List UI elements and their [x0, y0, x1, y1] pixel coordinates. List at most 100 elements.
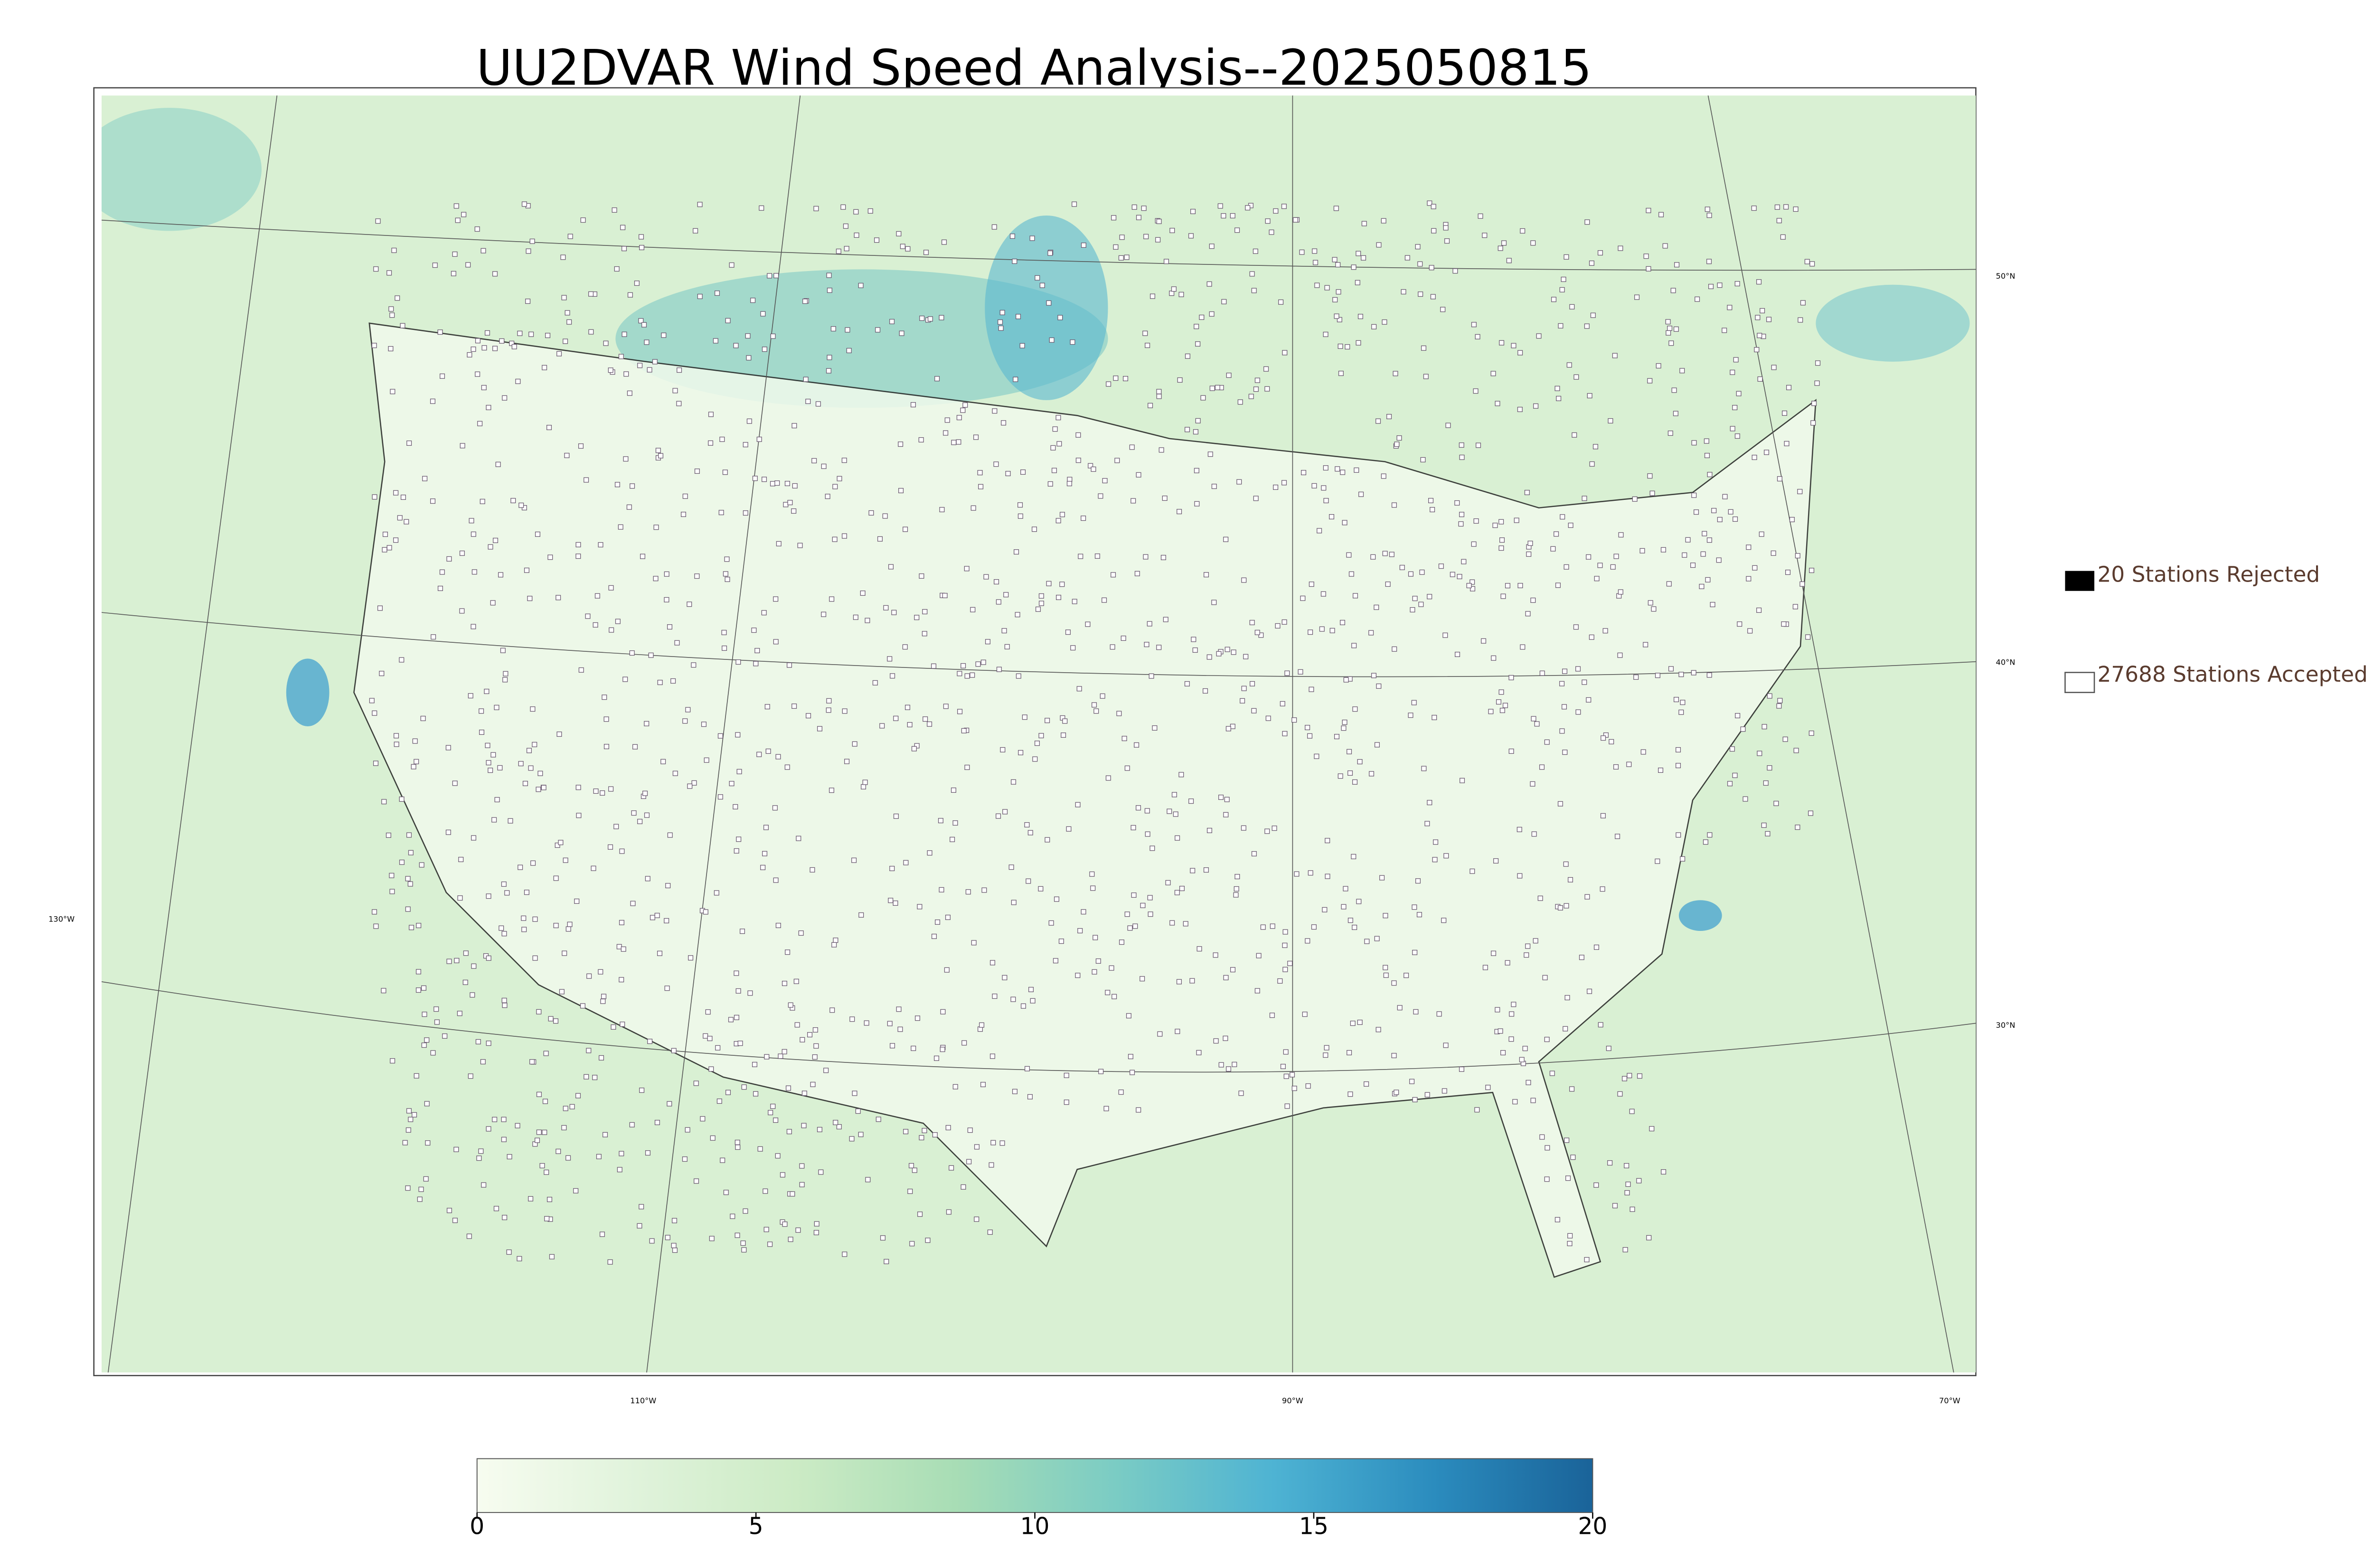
station-marker — [1411, 700, 1417, 705]
station-marker — [763, 825, 769, 830]
station-marker — [701, 722, 707, 727]
station-marker — [639, 234, 644, 240]
station-marker — [799, 1163, 805, 1169]
station-marker — [923, 716, 928, 722]
station-marker — [1188, 233, 1194, 239]
station-marker — [1508, 675, 1514, 680]
station-marker — [1634, 294, 1640, 300]
station-marker — [1064, 1072, 1069, 1078]
legend-swatch-rejected — [2065, 571, 2094, 591]
station-marker — [1517, 826, 1522, 832]
station-marker — [1113, 376, 1119, 381]
station-marker — [1185, 427, 1190, 432]
station-marker — [754, 648, 760, 653]
station-marker — [827, 355, 832, 360]
station-marker — [1241, 577, 1247, 583]
station-marker — [1382, 551, 1388, 556]
station-marker — [1024, 822, 1030, 827]
station-marker — [1282, 967, 1288, 972]
station-marker — [423, 1176, 429, 1182]
station-marker — [1557, 801, 1563, 807]
station-marker — [481, 1182, 487, 1188]
station-marker — [762, 477, 767, 482]
station-marker — [1001, 420, 1007, 426]
station-marker — [946, 1209, 951, 1215]
station-marker — [471, 569, 477, 575]
station-marker — [393, 490, 399, 496]
station-marker — [1667, 431, 1673, 436]
station-marker — [459, 550, 465, 556]
station-marker — [1815, 360, 1821, 366]
station-marker — [645, 876, 650, 882]
station-marker — [817, 1127, 822, 1132]
station-marker — [1389, 552, 1394, 557]
station-marker — [1471, 541, 1477, 547]
station-marker — [1626, 761, 1632, 767]
station-marker — [468, 1073, 473, 1079]
station-marker — [492, 1117, 498, 1122]
station-marker — [1640, 749, 1646, 755]
station-marker — [1511, 1002, 1517, 1007]
station-marker — [619, 920, 624, 925]
station-marker — [591, 865, 596, 871]
station-marker — [787, 500, 793, 506]
station-marker — [1488, 709, 1494, 714]
station-marker — [1092, 969, 1097, 975]
station-marker — [1431, 204, 1436, 209]
station-marker — [1517, 350, 1523, 356]
station-marker — [1147, 895, 1153, 901]
station-marker — [1427, 800, 1432, 806]
station-marker — [1105, 775, 1111, 781]
station-marker — [622, 676, 628, 682]
station-marker — [1371, 324, 1377, 329]
station-marker — [1781, 621, 1787, 627]
station-marker — [1126, 1013, 1131, 1019]
station-marker — [492, 346, 498, 351]
station-marker — [1729, 746, 1735, 752]
station-marker — [1258, 632, 1264, 638]
station-marker — [515, 378, 521, 384]
station-marker — [1016, 673, 1021, 679]
station-marker — [536, 787, 541, 792]
station-marker — [1048, 920, 1054, 926]
station-marker — [421, 985, 426, 991]
station-marker — [1809, 261, 1815, 267]
station-marker — [1264, 828, 1270, 834]
station-marker — [1554, 531, 1559, 537]
station-marker — [1177, 509, 1182, 515]
station-marker — [1655, 858, 1660, 864]
station-marker — [902, 644, 908, 650]
station-marker — [784, 480, 790, 487]
station-marker — [440, 373, 445, 379]
station-marker — [1474, 1107, 1480, 1113]
station-marker — [942, 592, 948, 598]
station-marker — [858, 282, 864, 288]
station-marker — [1399, 564, 1405, 570]
station-marker — [1428, 498, 1434, 503]
station-marker — [1707, 472, 1713, 478]
station-marker — [1357, 759, 1363, 765]
station-marker — [446, 556, 452, 562]
station-marker — [1323, 331, 1328, 337]
station-marker — [917, 1211, 923, 1217]
station-marker — [795, 1227, 801, 1233]
station-marker — [1319, 626, 1325, 632]
station-marker — [502, 1215, 508, 1221]
station-marker — [1119, 235, 1125, 240]
station-marker — [1329, 514, 1335, 520]
wind-feature — [1678, 900, 1722, 931]
station-marker — [522, 780, 528, 786]
station-marker — [1786, 385, 1792, 390]
station-marker — [555, 843, 560, 848]
station-marker — [667, 624, 672, 630]
station-marker — [1637, 1073, 1642, 1079]
station-marker — [634, 281, 640, 286]
station-marker — [1077, 928, 1083, 934]
station-marker — [462, 979, 468, 985]
station-marker — [1582, 496, 1587, 501]
station-marker — [563, 857, 568, 863]
station-marker — [1102, 597, 1107, 603]
station-marker — [1175, 1029, 1180, 1034]
station-marker — [1420, 457, 1426, 462]
station-marker — [501, 997, 507, 1003]
